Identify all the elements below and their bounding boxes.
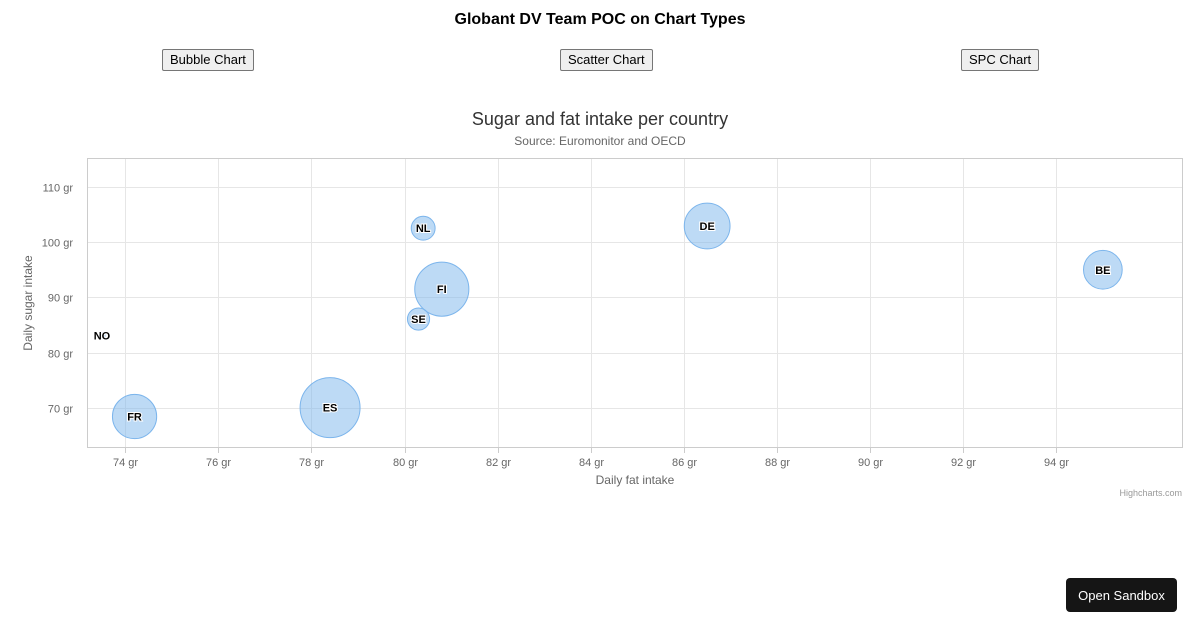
bubble-be[interactable] (1083, 249, 1123, 290)
x-tick-label: 80 gr (393, 457, 418, 469)
open-sandbox-button[interactable]: Open Sandbox (1066, 578, 1177, 612)
chart-title: Sugar and fat intake per country (472, 109, 728, 129)
bubble-label-fi: FI (437, 284, 447, 296)
x-tick-label: 94 gr (1044, 457, 1069, 469)
credits-link[interactable]: Highcharts.com (1119, 488, 1182, 498)
bubble-es[interactable] (299, 377, 361, 439)
bubble-label-es: ES (323, 403, 338, 415)
bubble-chart-button[interactable]: Bubble Chart (162, 49, 254, 71)
y-tick-label: 100 gr (42, 238, 74, 250)
bubble-label-fr: FR (127, 412, 142, 424)
scatter-chart-button[interactable]: Scatter Chart (560, 49, 653, 71)
x-tick-label: 78 gr (299, 457, 324, 469)
bubble-label-se: SE (411, 314, 426, 326)
spc-chart-button[interactable]: SPC Chart (961, 49, 1040, 71)
y-tick-label: 80 gr (48, 349, 73, 361)
x-tick-label: 90 gr (858, 457, 883, 469)
bubble-nl[interactable] (410, 215, 436, 241)
x-tick-label: 82 gr (486, 457, 511, 469)
x-axis-title: Daily fat intake (596, 473, 675, 487)
bubble-fi[interactable] (414, 261, 470, 317)
plot-area (87, 158, 1183, 448)
bubble-de[interactable] (683, 202, 731, 250)
page-title: Globant DV Team POC on Chart Types (454, 11, 746, 28)
bubble-se[interactable] (406, 307, 431, 331)
x-tick-label: 86 gr (672, 457, 697, 469)
bubble-fr[interactable] (111, 393, 158, 440)
x-tick-label: 88 gr (765, 457, 790, 469)
bubble-label-no: NO (94, 331, 111, 343)
x-tick-label: 92 gr (951, 457, 976, 469)
bubbles: BE DE FI NL SE ES FR NO (93, 202, 1123, 440)
axis-ticks: 74 gr 76 gr 78 gr 80 gr 82 gr 84 gr 86 gr 88 gr… (42, 183, 1070, 470)
bubble-label-nl: NL (416, 223, 431, 235)
y-tick-label: 70 gr (48, 404, 73, 416)
y-tick-label: 110 gr (43, 183, 74, 195)
bubble-chart: Sugar and fat intake per country Source:… (21, 109, 1183, 498)
bubble-label-de: DE (700, 221, 715, 233)
y-tick-label: 90 gr (48, 293, 73, 305)
grid (88, 159, 1182, 447)
x-tick-label: 84 gr (579, 457, 604, 469)
x-tick-label: 76 gr (206, 457, 231, 469)
chart-subtitle: Source: Euromonitor and OECD (514, 134, 686, 148)
x-tick-label: 74 gr (113, 457, 138, 469)
bubble-no[interactable] (98, 332, 106, 340)
bubble-label-be: BE (1095, 265, 1110, 277)
y-axis-title: Daily sugar intake (21, 255, 35, 351)
